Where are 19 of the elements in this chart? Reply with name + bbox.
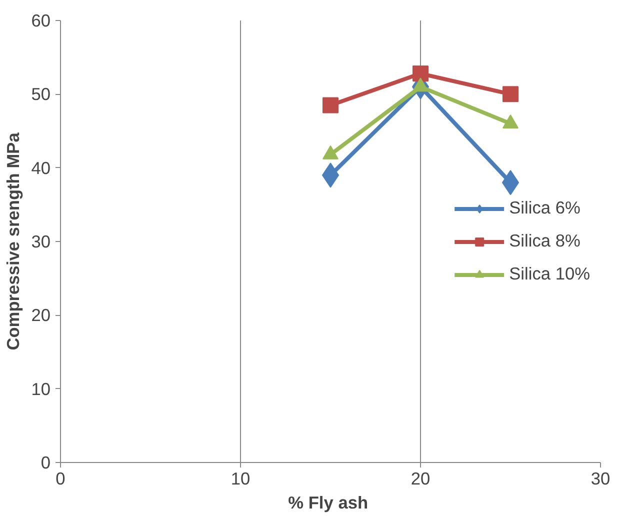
legend-label: Silica 6%	[509, 198, 580, 218]
x-tick-label: 10	[230, 468, 250, 488]
y-axis-title: Compressive srength MPa	[3, 132, 24, 350]
y-tick-label: 60	[31, 10, 51, 30]
y-tick-label: 30	[31, 232, 51, 252]
y-tick-label: 10	[31, 378, 51, 399]
x-tick-label: 20	[410, 468, 430, 488]
y-tick-label: 40	[31, 158, 51, 178]
y-tick-label: 0	[40, 452, 51, 472]
legend-label: Silica 10%	[509, 264, 590, 284]
x-tick-label: 30	[590, 468, 610, 488]
x-tick-label: 0	[56, 468, 66, 488]
point	[412, 66, 428, 82]
y-tick-label: 50	[31, 84, 51, 104]
point	[322, 97, 338, 114]
x-axis-title: % Fly ash	[288, 492, 368, 512]
point	[502, 86, 518, 102]
legend-label: Silica 8%	[509, 230, 580, 252]
y-tick-label: 20	[31, 305, 51, 326]
